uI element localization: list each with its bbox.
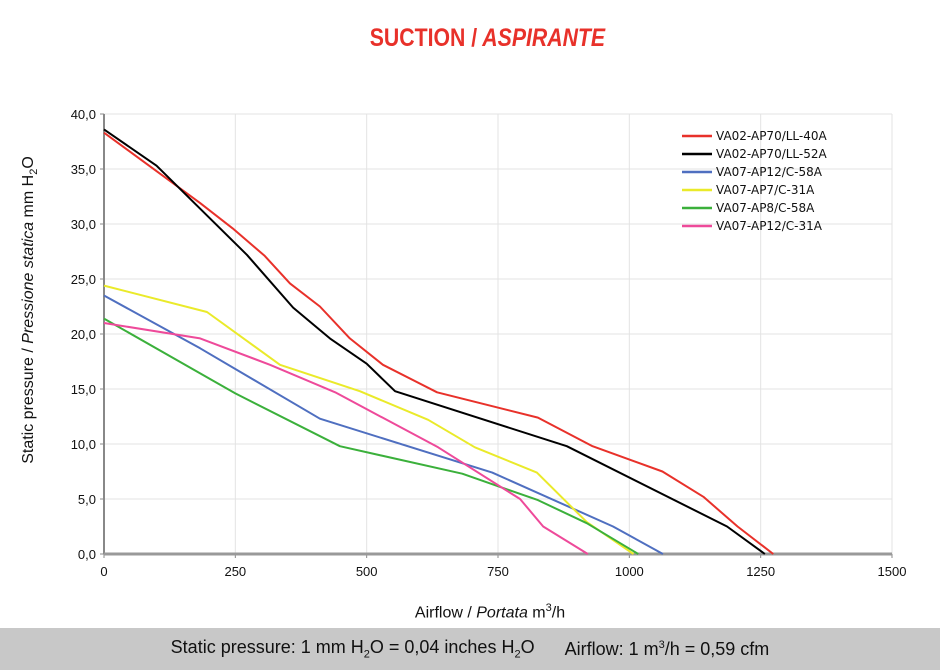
x-tick-label: 500 — [356, 564, 378, 579]
y-tick-label: 35,0 — [71, 162, 96, 177]
chart-title: SUCTION / ASPIRANTE — [73, 24, 902, 53]
y-tick-label: 5,0 — [78, 492, 96, 507]
chart: 0 250 500 750 1000 1250 1500 0,0 5,0 10,0 15,0 20,0… — [71, 107, 907, 579]
y-tick-label: 20,0 — [71, 327, 96, 342]
legend-entry: VA02-AP70/LL-52A — [716, 147, 828, 161]
x-tick-label: 1000 — [615, 564, 644, 579]
y-tick-label: 0,0 — [78, 547, 96, 562]
legend-entry: VA07-AP8/C-58A — [716, 201, 815, 215]
series-line-VA07-AP7/C-31A — [103, 284, 635, 555]
legend-entry: VA07-AP7/C-31A — [716, 183, 815, 197]
x-tick-label: 750 — [487, 564, 509, 579]
pressure-conversion: Static pressure: 1 mm H2O = 0,04 inches … — [170, 637, 535, 661]
series-line-VA02-AP70/LL-52A — [103, 128, 766, 555]
series-line-VA02-AP70/LL-40A — [103, 131, 774, 555]
y-tick-label: 30,0 — [71, 217, 96, 232]
series-line-VA07-AP12/C-58A — [103, 294, 664, 555]
y-tick-label: 40,0 — [71, 107, 96, 122]
airflow-conversion: Airflow: 1 m3/h = 0,59 cfm — [564, 638, 770, 659]
conversion-footer: Static pressure: 1 mm H2O = 0,04 inches … — [0, 628, 940, 670]
title-italic: ASPIRANTE — [477, 24, 606, 52]
series-line-VA07-AP12/C-31A — [103, 322, 589, 555]
legend-entry: VA07-AP12/C-58A — [716, 165, 823, 179]
x-tick-label: 250 — [224, 564, 246, 579]
series-line-VA07-AP8/C-58A — [103, 317, 639, 555]
x-tick-label: 1500 — [878, 564, 907, 579]
title-main: SUCTION / — [369, 24, 478, 52]
x-axis-label: Airflow / Portata m3/h — [414, 602, 566, 622]
legend-entry: VA07-AP12/C-31A — [716, 219, 823, 233]
y-tick-label: 15,0 — [71, 382, 96, 397]
legend-entry: VA02-AP70/LL-40A — [716, 129, 828, 143]
x-tick-label: 1250 — [746, 564, 775, 579]
y-tick-label: 10,0 — [71, 437, 96, 452]
y-tick-label: 25,0 — [71, 272, 96, 287]
y-axis-label: Static pressure / Pressione statica mm H… — [19, 156, 41, 464]
x-tick-label: 0 — [100, 564, 107, 579]
